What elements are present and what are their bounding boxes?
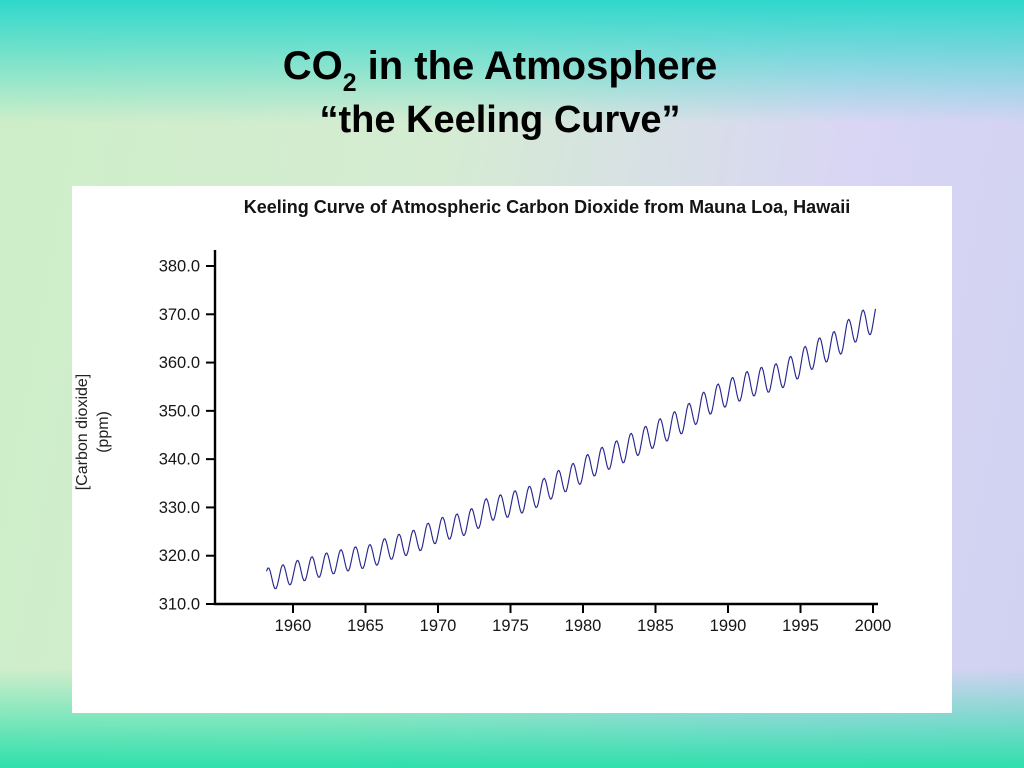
x-tick-label: 1995	[782, 617, 819, 635]
x-tick-label: 1960	[275, 617, 312, 635]
co2-series-path	[265, 308, 877, 590]
y-tick-label: 360.0	[159, 354, 200, 372]
chart-panel: Keeling Curve of Atmospheric Carbon Diox…	[72, 186, 952, 713]
x-tick-label: 1990	[710, 617, 747, 635]
keeling-curve-chart: 310.0 320.0 330.0 340.0 350.0 360.0 370.0 380.0…	[159, 250, 892, 635]
y-tick-label: 310.0	[159, 596, 200, 614]
x-tick-label: 1985	[637, 617, 674, 635]
x-tick-label: 1980	[565, 617, 602, 635]
y-tick-label: 330.0	[159, 499, 200, 517]
slide-title-line2: “the Keeling Curve”	[319, 99, 681, 142]
slide-title: CO2 in the Atmosphere “the Keeling Curve…	[0, 40, 1000, 145]
x-tick-label: 1970	[420, 617, 457, 635]
x-tick-label: 2000	[855, 617, 892, 635]
y-tick-label: 340.0	[159, 451, 200, 469]
chart-title: Keeling Curve of Atmospheric Carbon Diox…	[243, 197, 851, 217]
title-rest-text: in the Atmosphere	[356, 44, 718, 88]
axes	[213, 250, 878, 606]
title-co2-subscript: 2	[342, 69, 357, 97]
title-co2-text: CO	[282, 44, 343, 88]
y-tick-label: 320.0	[159, 547, 200, 565]
slide-title-line1: CO2 in the Atmosphere	[0, 40, 1000, 97]
x-tick-label: 1965	[347, 617, 384, 635]
y-tick-label: 350.0	[159, 402, 200, 420]
y-tick-label: 370.0	[159, 306, 200, 324]
x-tick-label: 1975	[492, 617, 529, 635]
y-tick-label: 380.0	[159, 258, 200, 276]
